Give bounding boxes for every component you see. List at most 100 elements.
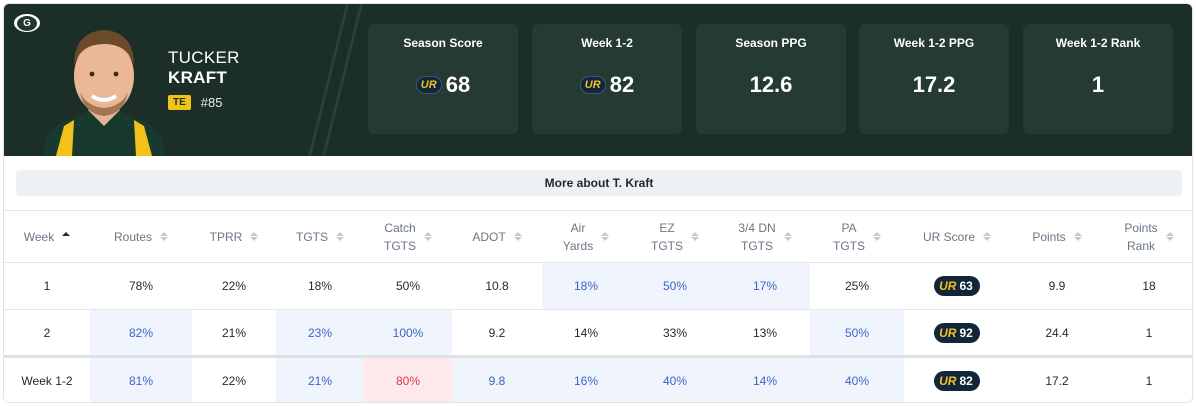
position-badge: TE	[168, 95, 191, 110]
table-cell: 14%	[542, 309, 630, 357]
table-cell: 23%	[276, 309, 364, 357]
table-cell: 82%	[90, 309, 192, 357]
table-cell: 18%	[276, 262, 364, 310]
column-header-2[interactable]: TPRR	[192, 210, 276, 263]
player-last-name: KRAFT	[168, 68, 228, 87]
summary-stat-1: Week 1-2 UR 82	[532, 24, 682, 134]
ur-logo-icon: UR	[939, 374, 957, 388]
table-cell: 9.2	[452, 309, 542, 357]
ur-score-badge: UR 82	[934, 371, 980, 391]
sort-icon[interactable]	[250, 232, 259, 241]
sort-icon[interactable]	[983, 232, 991, 241]
table-cell: 17.2	[1010, 355, 1104, 402]
summary-stat-label: Week 1-2 PPG	[893, 36, 975, 50]
table-cell: 24.4	[1010, 309, 1104, 357]
sort-icon[interactable]	[160, 232, 169, 241]
table-row: 1 78% 22% 18% 50% 10.8 18% 50% 17% 25% UR 63 9.9 18	[4, 262, 1192, 310]
summary-stat-label: Season PPG	[735, 36, 807, 50]
player-first-name: TUCKER	[168, 48, 240, 67]
sort-icon[interactable]	[601, 232, 610, 241]
column-header-3[interactable]: TGTS	[276, 210, 364, 263]
table-total-row: Week 1-2 81% 22% 21% 80% 9.8 16% 40% 14% 40% UR 82 1…	[4, 355, 1192, 402]
summary-stat-3: Week 1-2 PPG 17.2	[859, 24, 1009, 134]
summary-stat-label: Week 1-2	[581, 36, 633, 50]
weekly-stats-table: Week Routes TPRR TGTS Catch TGTS ADOT Air Yards E…	[4, 210, 1192, 402]
ur-logo-icon: UR	[939, 325, 957, 340]
table-cell: 78%	[90, 262, 192, 310]
summary-stat-0: Season Score UR 68	[368, 24, 518, 134]
summary-stat-label: Season Score	[403, 36, 483, 50]
sort-icon[interactable]	[873, 232, 881, 241]
table-cell: 81%	[90, 355, 192, 402]
table-cell: 18%	[542, 262, 630, 310]
more-about-button[interactable]: More about T. Kraft	[16, 170, 1182, 196]
table-cell: 1	[4, 262, 90, 310]
table-cell: 16%	[542, 355, 630, 402]
sort-icon[interactable]	[783, 232, 792, 241]
summary-stat-value: 12.6	[749, 72, 793, 97]
column-header-5[interactable]: ADOT	[452, 210, 542, 263]
table-cell: 2	[4, 309, 90, 357]
summary-stat-value: 1	[1091, 72, 1105, 97]
table-cell: 17%	[720, 262, 810, 310]
table-cell: 21%	[276, 355, 364, 402]
player-header: G TUCKER KRAFT TE #85 Season Score UR 68 We…	[4, 4, 1192, 156]
column-header-8[interactable]: 3/4 DN TGTS	[720, 210, 810, 263]
table-cell: UR 82	[904, 355, 1010, 402]
summary-stat-value: UR 68	[415, 72, 470, 98]
table-cell: 50%	[364, 262, 452, 310]
table-cell: Week 1-2	[4, 355, 90, 402]
sort-icon[interactable]	[691, 232, 699, 241]
summary-stat-value: 17.2	[912, 72, 956, 97]
sort-icon[interactable]	[1165, 232, 1174, 241]
table-cell: 9.8	[452, 355, 542, 402]
table-cell: 14%	[720, 355, 810, 402]
table-cell: 1	[1104, 309, 1192, 357]
column-header-11[interactable]: Points	[1010, 210, 1104, 263]
table-cell: 22%	[192, 355, 276, 402]
table-cell: 80%	[364, 355, 452, 402]
column-header-0[interactable]: Week	[4, 210, 90, 263]
sort-icon[interactable]	[1073, 232, 1082, 241]
table-cell: 10.8	[452, 262, 542, 310]
player-portrait	[42, 30, 166, 156]
summary-stat-2: Season PPG 12.6	[696, 24, 846, 134]
table-cell: 33%	[630, 309, 720, 357]
sort-icon[interactable]	[513, 232, 522, 241]
table-cell: 100%	[364, 309, 452, 357]
table-cell: UR 63	[904, 262, 1010, 310]
table-row: 2 82% 21% 23% 100% 9.2 14% 33% 13% 50% UR 92 24.4 1	[4, 309, 1192, 357]
summary-stat-label: Week 1-2 Rank	[1055, 36, 1141, 50]
player-name: TUCKER KRAFT TE #85	[168, 48, 240, 110]
sort-icon[interactable]	[424, 232, 432, 241]
column-header-10[interactable]: UR Score	[904, 210, 1010, 263]
ur-score-badge: UR 92	[934, 322, 980, 343]
column-header-6[interactable]: Air Yards	[542, 210, 630, 263]
table-cell: 25%	[810, 262, 904, 310]
column-header-1[interactable]: Routes	[90, 210, 192, 263]
ur-logo-icon: UR	[939, 279, 957, 293]
table-cell: 22%	[192, 262, 276, 310]
summary-stat-4: Week 1-2 Rank 1	[1023, 24, 1173, 134]
player-card: G TUCKER KRAFT TE #85 Season Score UR 68 We…	[3, 3, 1193, 403]
summary-stat-value: UR 82	[579, 72, 634, 98]
table-cell: 50%	[630, 262, 720, 310]
sort-icon[interactable]	[336, 232, 344, 241]
table-cell: 18	[1104, 262, 1192, 310]
table-cell: 40%	[630, 355, 720, 402]
table-cell: 1	[1104, 355, 1192, 402]
ur-logo-icon: UR	[415, 76, 442, 94]
team-logo-icon: G	[12, 12, 42, 34]
table-cell: 13%	[720, 309, 810, 357]
ur-logo-icon: UR	[579, 76, 606, 94]
jersey-number: #85	[200, 95, 223, 110]
table-cell: 40%	[810, 355, 904, 402]
table-cell: 50%	[810, 309, 904, 357]
column-header-12[interactable]: Points Rank	[1104, 210, 1192, 263]
table-cell: 9.9	[1010, 262, 1104, 310]
column-header-7[interactable]: EZ TGTS	[630, 210, 720, 263]
column-header-4[interactable]: Catch TGTS	[364, 210, 452, 263]
column-header-9[interactable]: PA TGTS	[810, 210, 904, 263]
table-cell: UR 92	[904, 309, 1010, 357]
sort-icon[interactable]	[62, 232, 71, 241]
